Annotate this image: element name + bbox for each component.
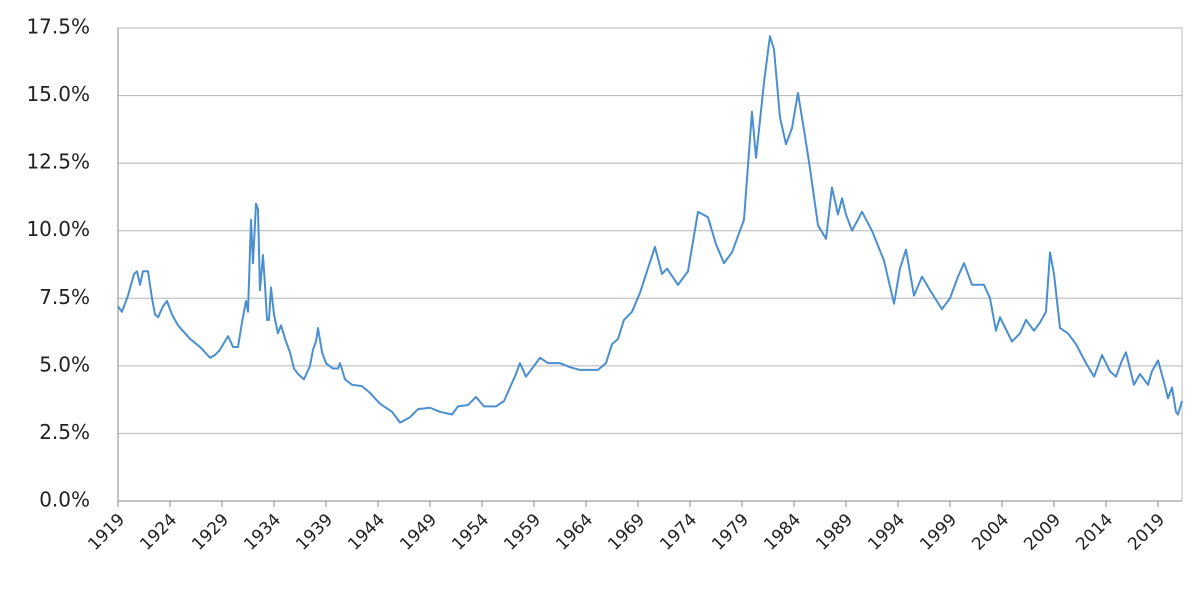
x-tick-label: 1954	[448, 510, 493, 555]
x-tick-label: 1964	[552, 510, 597, 555]
x-tick-label: 1989	[812, 510, 857, 555]
y-tick-label: 12.5%	[26, 150, 90, 174]
y-tick-label: 15.0%	[26, 82, 90, 106]
y-tick-label: 0.0%	[39, 488, 90, 512]
x-tick-label: 1929	[188, 510, 233, 555]
y-tick-label: 7.5%	[39, 285, 90, 309]
x-tick-label: 1969	[604, 510, 649, 555]
x-tick-label: 1959	[500, 510, 545, 555]
x-tick-label: 1944	[344, 510, 389, 555]
x-tick-label: 1979	[708, 510, 753, 555]
x-tick-label: 2014	[1072, 510, 1117, 555]
y-tick-label: 10.0%	[26, 217, 90, 241]
x-tick-label: 2004	[968, 510, 1013, 555]
y-tick-label: 17.5%	[26, 15, 90, 39]
x-tick-label: 1924	[136, 510, 181, 555]
line-series	[117, 35, 1183, 424]
x-tick-label: 1934	[240, 510, 285, 555]
x-tick-label: 1974	[656, 510, 701, 555]
x-tick-label: 1984	[760, 510, 805, 555]
y-tick-label: 5.0%	[39, 352, 90, 376]
x-tick-label: 2009	[1020, 510, 1065, 555]
x-tick-label: 2019	[1124, 510, 1169, 555]
x-tick-label: 1949	[396, 510, 441, 555]
y-tick-label: 2.5%	[39, 420, 90, 444]
x-tick-label: 1939	[292, 510, 337, 555]
x-tick-label: 1999	[916, 510, 961, 555]
x-tick-label: 1994	[864, 510, 909, 555]
x-tick-label: 1919	[84, 510, 129, 555]
